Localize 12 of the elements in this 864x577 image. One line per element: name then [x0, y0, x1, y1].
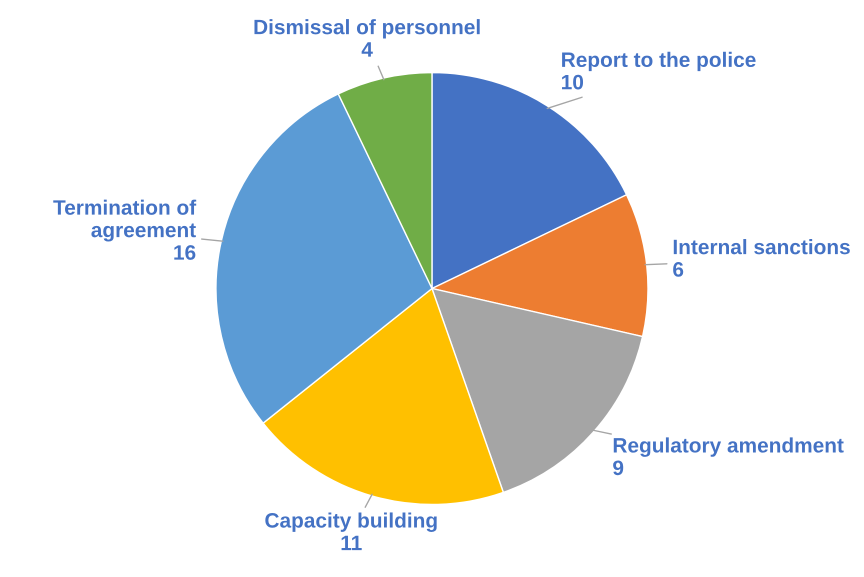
data-label: 10 [562, 74, 584, 90]
data-label: 9 [613, 460, 624, 476]
data-label: 16 [174, 245, 196, 260]
slice-label: Report to the police [562, 52, 756, 72]
data-label: 11 [342, 536, 362, 550]
slice-label: Dismissal of personnel [254, 19, 480, 38]
data-label: 6 [673, 262, 684, 277]
data-label: 4 [362, 42, 373, 57]
slice-label: Capacity building [265, 512, 437, 532]
slice-label: Internal sanctions [674, 239, 850, 254]
slice-label: Regulatory amendment [614, 437, 844, 457]
slice-label: Termination of agreement [53, 200, 196, 242]
